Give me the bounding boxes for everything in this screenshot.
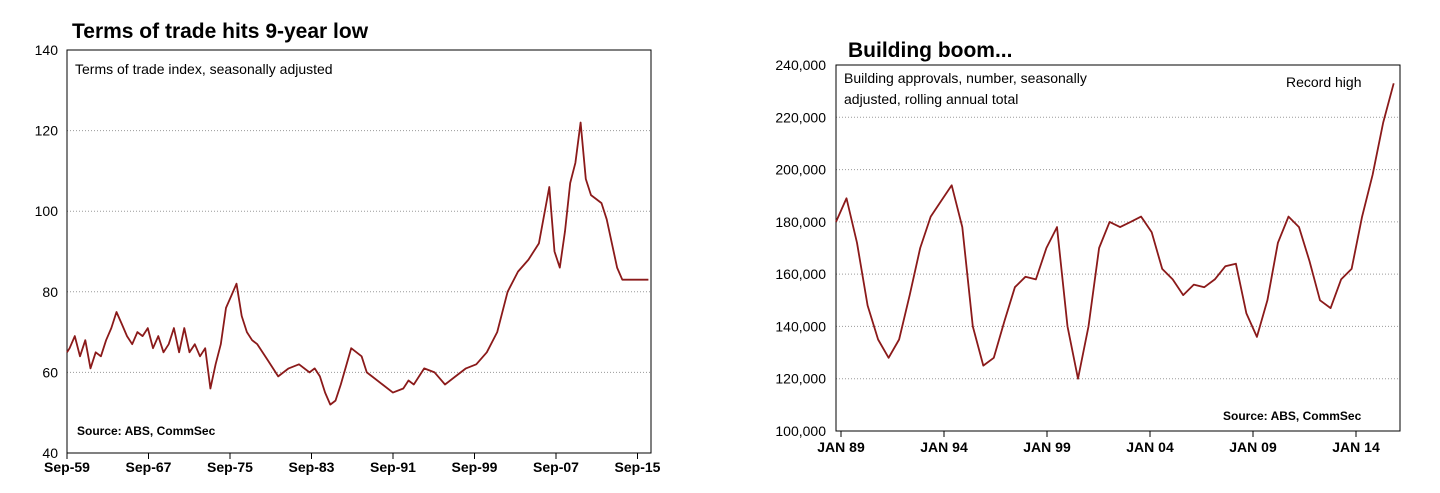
chart-title: Terms of trade hits 9-year low: [72, 20, 369, 43]
chart-source: Source: ABS, CommSec: [1223, 409, 1362, 423]
terms-of-trade-series: [66, 121, 649, 406]
x-axis-ticks: Sep-59 Sep-67 Sep-75 Sep-83 Sep-91 Sep-99 Sep-…: [44, 453, 661, 475]
y-tick-label: 100: [35, 203, 59, 219]
y-tick-label: 100,000: [775, 423, 826, 439]
y-tick-label: 240,000: [775, 57, 826, 73]
y-tick-label: 180,000: [775, 214, 826, 230]
x-tick-label: Sep-67: [126, 459, 172, 475]
x-tick-label: Sep-99: [452, 459, 498, 475]
chart-subtitle: Terms of trade index, seasonally adjuste…: [75, 61, 333, 77]
y-tick-label: 220,000: [775, 109, 826, 125]
record-high-annotation: Record high: [1286, 74, 1362, 90]
gridlines: [67, 130, 651, 373]
plot-frame: [66, 49, 652, 454]
x-tick-label: Sep-91: [370, 459, 416, 475]
chart-subtitle-line-1: Building approvals, number, seasonally: [844, 70, 1087, 86]
plot-frame: [835, 64, 1401, 432]
gridlines: [836, 116, 1400, 380]
y-tick-label: 60: [42, 364, 58, 380]
building-approvals-series: [835, 83, 1395, 380]
y-tick-label: 140: [35, 42, 59, 58]
chart-source: Source: ABS, CommSec: [77, 424, 216, 438]
x-tick-label: JAN 99: [1023, 439, 1071, 455]
y-axis-ticks: 40 60 80 100 120 140: [35, 42, 59, 461]
y-tick-label: 120,000: [775, 371, 826, 387]
chart-subtitle-line-2: adjusted, rolling annual total: [844, 91, 1018, 107]
x-tick-label: JAN 89: [817, 439, 865, 455]
y-tick-label: 80: [42, 284, 58, 300]
x-tick-label: JAN 94: [920, 439, 968, 455]
x-tick-label: Sep-83: [289, 459, 335, 475]
y-tick-label: 120: [35, 123, 59, 139]
y-tick-label: 200,000: [775, 162, 826, 178]
x-tick-label: JAN 09: [1229, 439, 1277, 455]
y-tick-label: 160,000: [775, 266, 826, 282]
x-tick-label: Sep-75: [207, 459, 253, 475]
x-tick-label: Sep-07: [533, 459, 579, 475]
y-axis-ticks: 100,000 120,000 140,000 160,000 180,000 200,0…: [775, 57, 826, 439]
x-tick-label: JAN 04: [1126, 439, 1174, 455]
terms-of-trade-chart: Terms of trade hits 9-year low Terms of …: [35, 20, 661, 475]
y-tick-label: 140,000: [775, 318, 826, 334]
x-axis-ticks: JAN 89 JAN 94 JAN 99 JAN 04 JAN 09 JAN 14: [817, 431, 1380, 455]
x-tick-label: JAN 14: [1332, 439, 1380, 455]
x-tick-label: Sep-59: [44, 459, 90, 475]
building-approvals-chart: Building boom... Building approvals, num…: [775, 39, 1401, 455]
y-tick-label: 40: [42, 445, 58, 461]
chart-title: Building boom...: [848, 39, 1012, 62]
x-tick-label: Sep-15: [615, 459, 661, 475]
